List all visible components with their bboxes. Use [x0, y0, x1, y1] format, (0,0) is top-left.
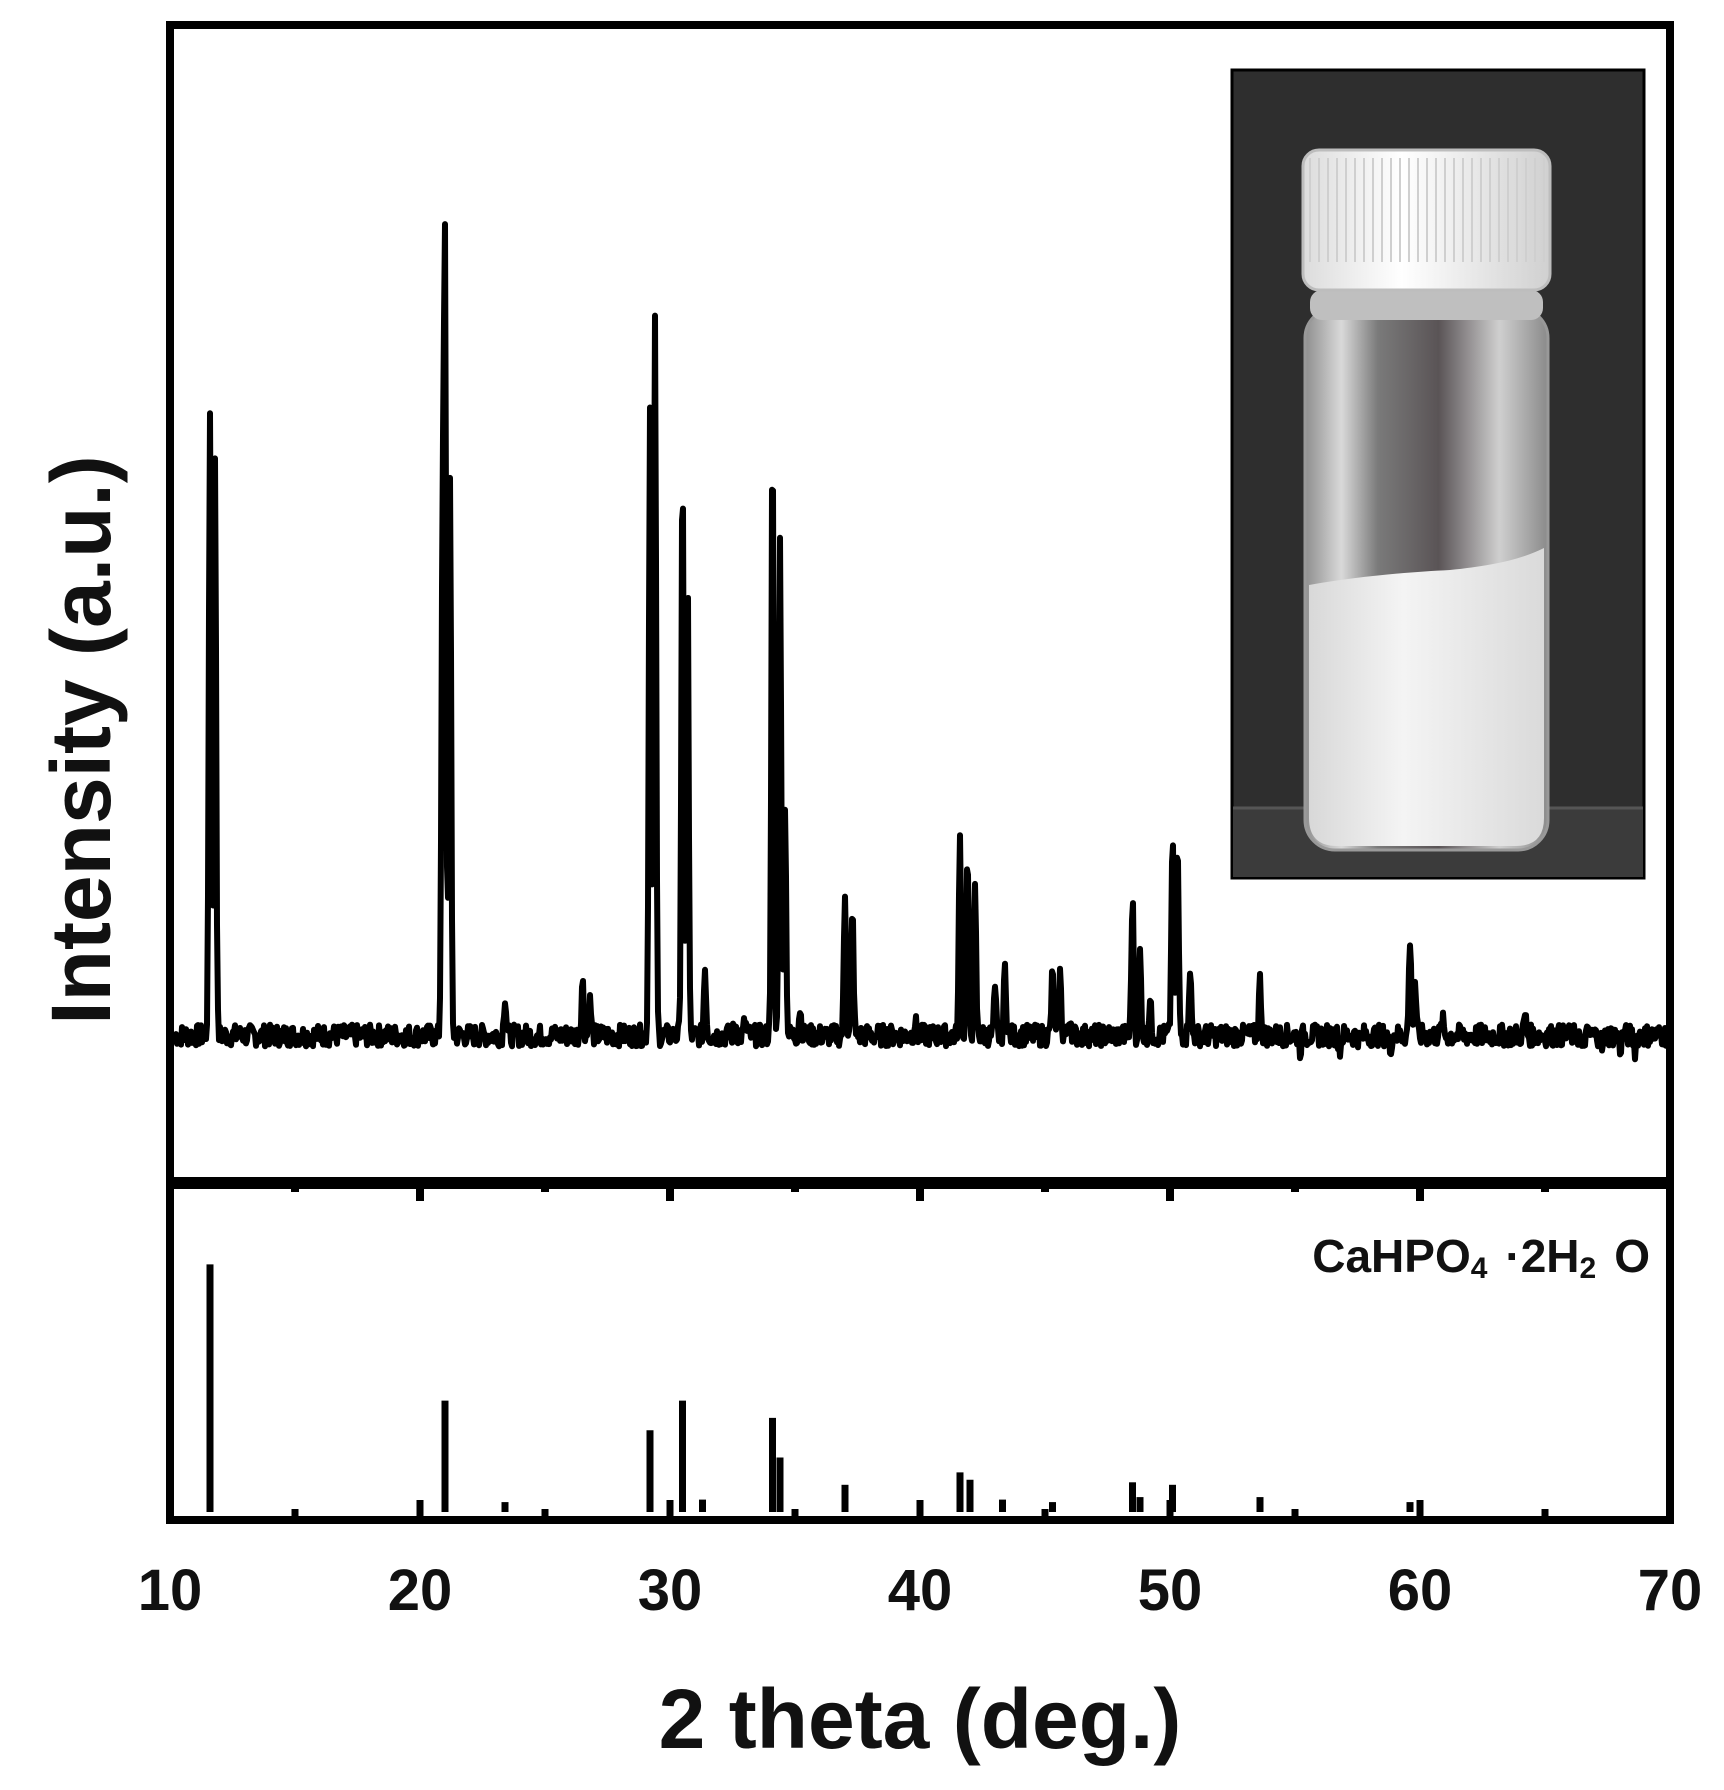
- x-tick-label-40: 40: [888, 1558, 953, 1623]
- reference-pattern-panel: CaHPO4·2H2 O: [166, 1177, 1674, 1524]
- measured-pattern-panel: [166, 21, 1674, 1201]
- bottom-panel-ticks: [166, 1500, 1674, 1520]
- cap-ridges: [1309, 158, 1545, 262]
- reference-label: CaHPO4·2H2 O: [1312, 1230, 1650, 1285]
- x-tick-label-10: 10: [138, 1558, 203, 1623]
- x-tick-label-70: 70: [1638, 1558, 1703, 1623]
- measured-xrd-line: [172, 221, 1673, 1063]
- x-tick-label-60: 60: [1388, 1558, 1453, 1623]
- x-axis-title: 2 theta (deg.): [659, 1672, 1182, 1766]
- vial-powder: [1309, 548, 1544, 846]
- x-tick-labels: 10 20 30 40 50 60 70: [138, 1558, 1703, 1623]
- vial-shoulder: [1310, 290, 1543, 320]
- sample-vial-photo: [1230, 68, 1646, 880]
- x-tick-label-50: 50: [1138, 1558, 1203, 1623]
- y-axis-title: Intensity (a.u.): [34, 455, 128, 1024]
- x-tick-label-30: 30: [638, 1558, 703, 1623]
- reference-bars: [206, 1264, 1414, 1512]
- x-tick-label-20: 20: [388, 1558, 453, 1623]
